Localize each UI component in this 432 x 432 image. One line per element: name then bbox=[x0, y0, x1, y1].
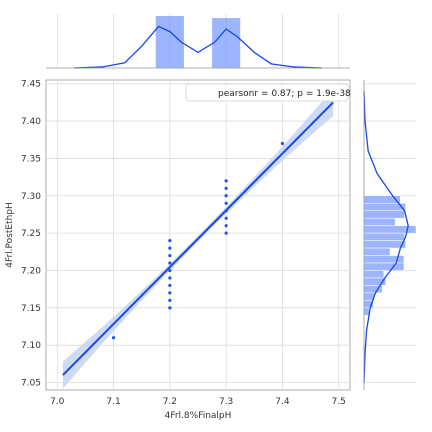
y-tick-label: 7.25 bbox=[21, 229, 41, 239]
right-kde-curve bbox=[363, 91, 409, 383]
right-hist-bar bbox=[363, 270, 385, 279]
x-tick-label: 7.5 bbox=[332, 397, 346, 407]
y-tick-label: 7.30 bbox=[21, 192, 41, 202]
top-kde-curve bbox=[74, 25, 322, 69]
x-axis-label: 4Frl.8%FinalpH bbox=[165, 411, 232, 421]
y-tick-label: 7.05 bbox=[21, 379, 41, 389]
y-tick-label: 7.20 bbox=[21, 266, 41, 276]
data-point bbox=[168, 246, 172, 250]
top-hist-bar bbox=[155, 16, 184, 68]
right-hist-bar bbox=[363, 210, 405, 219]
right-hist-bar bbox=[363, 217, 396, 226]
data-point bbox=[168, 291, 172, 295]
data-point bbox=[168, 306, 172, 310]
data-point bbox=[168, 239, 172, 243]
data-point bbox=[224, 194, 228, 198]
x-tick-label: 7.0 bbox=[50, 397, 65, 407]
y-tick-label: 7.45 bbox=[21, 80, 41, 90]
regression-line bbox=[62, 101, 334, 376]
data-point bbox=[168, 253, 172, 258]
y-tick-label: 7.15 bbox=[21, 304, 41, 314]
x-tick-label: 7.3 bbox=[219, 397, 233, 407]
data-point bbox=[224, 224, 228, 228]
data-point bbox=[224, 209, 228, 213]
legend-text: pearsonr = 0.87; p = 1.9e-38 bbox=[218, 89, 351, 99]
data-point bbox=[224, 216, 228, 220]
right-hist-bar bbox=[363, 247, 391, 256]
x-tick-label: 7.2 bbox=[163, 397, 177, 407]
legend: pearsonr = 0.87; p = 1.9e-38 bbox=[185, 83, 351, 102]
data-point bbox=[168, 283, 172, 288]
data-point bbox=[168, 261, 172, 265]
data-point bbox=[224, 231, 228, 235]
y-axis-label: 4Frl.PostEthpH bbox=[5, 202, 15, 268]
data-point bbox=[224, 201, 228, 205]
x-tick-label: 7.4 bbox=[275, 397, 290, 407]
right-hist-bar bbox=[363, 262, 405, 271]
data-point bbox=[168, 268, 172, 273]
y-tick-label: 7.35 bbox=[21, 154, 41, 164]
legend-box bbox=[185, 83, 349, 102]
right-marginal bbox=[363, 80, 417, 390]
data-point bbox=[224, 186, 228, 190]
right-hist-bar bbox=[363, 240, 406, 249]
data-point bbox=[224, 179, 228, 183]
top-hist-bar bbox=[212, 18, 241, 68]
right-hist-bar bbox=[363, 232, 405, 241]
right-hist-bar bbox=[363, 307, 370, 316]
data-point bbox=[111, 336, 116, 340]
data-point bbox=[280, 141, 285, 146]
x-tick-label: 7.1 bbox=[106, 397, 120, 407]
y-tick-label: 7.40 bbox=[21, 117, 41, 127]
y-tick-label: 7.10 bbox=[21, 341, 41, 351]
main-plot: 7.0 7.1 7.2 7.3 7.4 7.5 7.05 7.10 7.15 7.20 7.25 7… bbox=[5, 79, 351, 421]
data-point bbox=[168, 298, 172, 302]
data-point bbox=[168, 276, 172, 280]
top-marginal bbox=[46, 14, 350, 69]
